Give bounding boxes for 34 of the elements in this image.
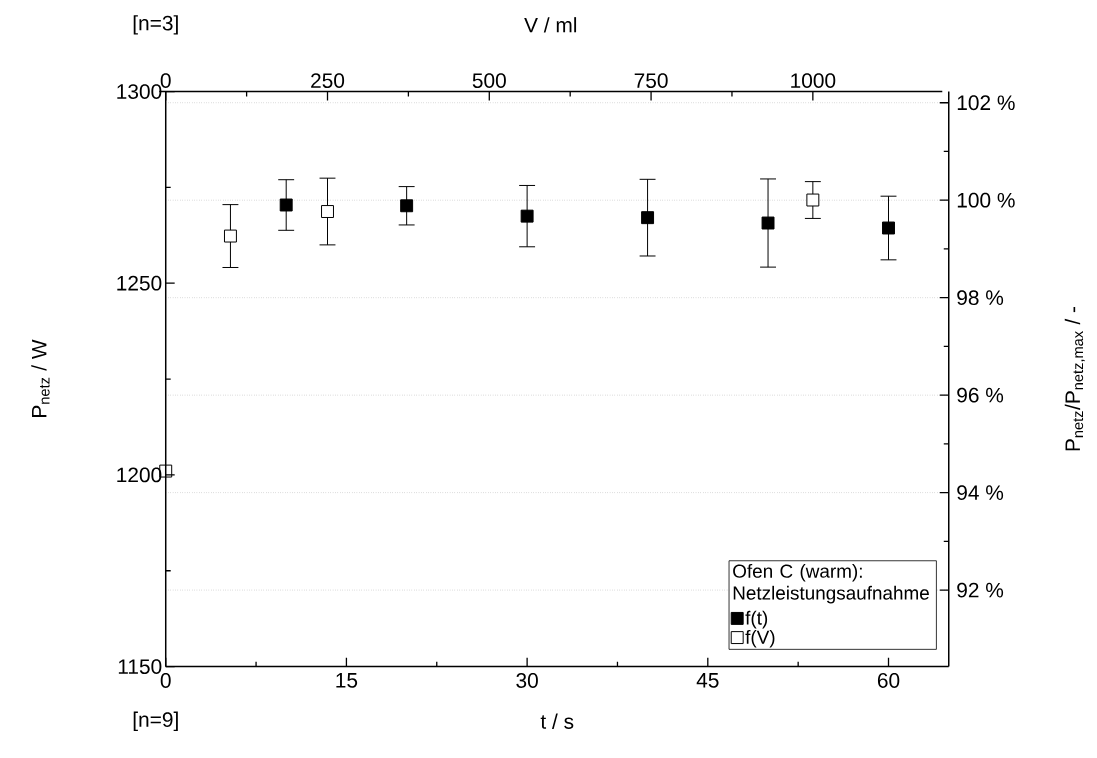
- x-tick-label: 45: [696, 673, 719, 688]
- y2-tick-label: 94 %: [957, 485, 1004, 500]
- y-axis-title: P$_{netz}$ / W: [31, 339, 50, 417]
- y-tick-label: 1200: [117, 467, 162, 483]
- y-tick-label: 1250: [117, 275, 162, 291]
- point: [761, 216, 775, 230]
- x-tick-label: 60: [877, 673, 900, 688]
- x2-tick-label: 500: [472, 73, 506, 88]
- y2-axis-title: P$_{netz}$/P$_{netz,max}$ / -: [1064, 306, 1085, 451]
- x-axis-title: t / s: [540, 713, 574, 729]
- y-tick-label: 1150: [118, 659, 162, 674]
- y2-tick-label: 102 %: [957, 95, 1015, 111]
- x2-tick-label: 1000: [791, 73, 836, 88]
- legend-label: f(V): [745, 629, 775, 648]
- x2-axis-title: V / ml: [524, 17, 577, 33]
- y2-tick-label: 100 %: [957, 192, 1015, 208]
- text: [n=9]: [133, 711, 178, 732]
- text: [n=3]: [133, 15, 178, 35]
- x2-tick-label: 250: [311, 73, 345, 88]
- x2-tick-label: 750: [634, 73, 668, 88]
- y-tick-label: 1300: [117, 84, 162, 99]
- y2-tick-label: 96 %: [957, 387, 1004, 403]
- point: [520, 209, 534, 223]
- point: [400, 199, 414, 213]
- x2-tick-label: 0: [160, 73, 171, 88]
- point: [279, 198, 293, 212]
- x-tick-label: 30: [516, 673, 538, 688]
- x-tick-label: 15: [336, 673, 358, 688]
- legend-label: f(t): [745, 610, 768, 629]
- point: [641, 211, 655, 225]
- x-tick-label: 0: [160, 673, 171, 688]
- y2-tick-label: 98 %: [957, 290, 1004, 306]
- point: [882, 221, 895, 235]
- y2-tick-label: 92 %: [957, 582, 1004, 598]
